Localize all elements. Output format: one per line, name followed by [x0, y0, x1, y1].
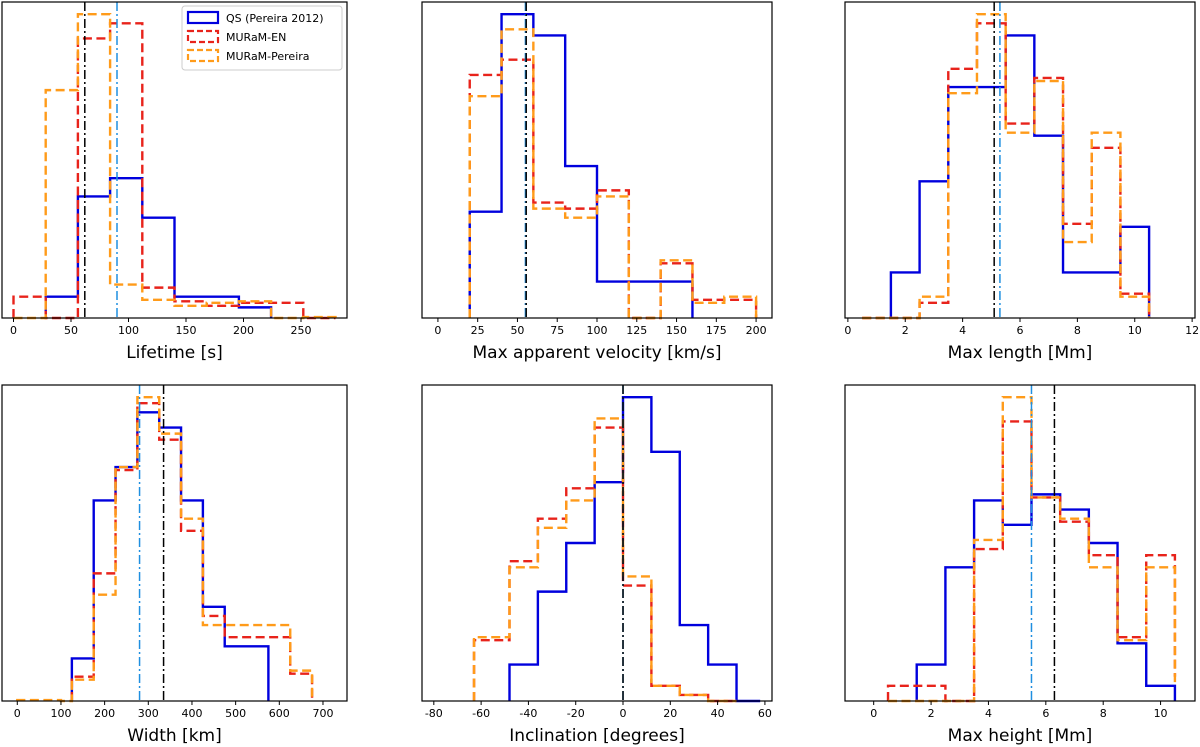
x-tick-label: 60 — [758, 707, 772, 720]
histogram-panel-3: 0 2 4 6 8 10 12 Max length [Mm] — [844, 1, 1199, 363]
legend: QS (Pereira 2012) MURaM-EN MURaM-Pereira — [181, 5, 343, 71]
x-tick-label: 40 — [711, 707, 725, 720]
legend-label-en: MURaM-EN — [226, 31, 286, 44]
x-tick-label: 100 — [50, 707, 71, 720]
legend-swatch-en — [186, 29, 220, 44]
legend-swatch-pereira — [186, 48, 220, 63]
legend-label-qs: QS (Pereira 2012) — [226, 12, 324, 25]
x-tick-label: 100 — [118, 324, 139, 337]
x-tick-label: 0 — [14, 707, 21, 720]
x-axis-label-panel-3: Max length [Mm] — [948, 343, 1093, 363]
x-tick-label: 4 — [959, 324, 966, 337]
series-qs-panel-2 — [468, 12, 694, 318]
x-tick-label: 4 — [985, 707, 992, 720]
series-qs-panel-6 — [915, 493, 1177, 701]
series-pereira-panel-3 — [862, 12, 1151, 320]
x-axis-label-panel-4: Width [km] — [127, 726, 221, 746]
series-qs-panel-5 — [508, 395, 761, 703]
x-tick-label: 8 — [1074, 324, 1081, 337]
x-axis-label-panel-1: Lifetime [s] — [126, 343, 223, 363]
x-tick-label: 20 — [663, 707, 677, 720]
x-tick-label: 125 — [626, 324, 647, 337]
x-tick-label: 75 — [550, 324, 564, 337]
legend-swatch-qs — [186, 10, 220, 25]
histogram-panel-1: 0 50 100 150 200 250 Lifetime [s] — [1, 1, 348, 363]
x-tick-label: 175 — [706, 324, 727, 337]
series-en-panel-5 — [472, 426, 737, 703]
axes-frame-panel-5 — [421, 384, 773, 702]
x-tick-label: 150 — [176, 324, 197, 337]
x-tick-label: 500 — [225, 707, 246, 720]
series-en-panel-1 — [12, 22, 336, 320]
x-tick-label: 700 — [312, 707, 333, 720]
series-en-panel-4 — [70, 402, 314, 701]
x-tick-label: 0 — [870, 707, 877, 720]
axes-frame-panel-4 — [1, 384, 348, 702]
x-tick-label: 2 — [902, 324, 909, 337]
series-pereira-panel-5 — [472, 417, 737, 703]
series-pereira-panel-2 — [468, 28, 758, 320]
x-tick-label: 8 — [1100, 707, 1107, 720]
histogram-panel-6: 0 2 4 6 8 10 Max height [Mm] — [844, 384, 1196, 746]
series-qs-panel-4 — [70, 411, 270, 701]
x-axis-label-panel-6: Max height [Mm] — [948, 726, 1093, 746]
x-tick-label: 10 — [1128, 324, 1142, 337]
x-tick-label: 200 — [746, 324, 767, 337]
x-tick-label: 0 — [434, 324, 441, 337]
series-qs-panel-1 — [44, 177, 273, 318]
x-tick-label: 200 — [94, 707, 115, 720]
x-tick-label: 400 — [181, 707, 202, 720]
x-axis-label-panel-5: Inclination [degrees] — [509, 726, 684, 746]
axes-frame-panel-3 — [844, 1, 1196, 319]
x-tick-label: -40 — [519, 707, 537, 720]
x-tick-label: 0 — [620, 707, 627, 720]
histogram-panel-4: 0 100 200 300 400 500 600 700 Width [km] — [1, 384, 348, 746]
legend-box — [181, 5, 343, 71]
histogram-panel-5: -80 -60 -40 -20 0 20 40 60 Inclination [degrees] — [421, 384, 773, 746]
x-tick-label: -80 — [425, 707, 443, 720]
histogram-panel-2: 0 25 50 75 100 125 150 175 200 Max apparent veloc… — [421, 1, 773, 363]
x-tick-label: 0 — [10, 324, 17, 337]
x-tick-label: 6 — [1017, 324, 1024, 337]
x-tick-label: 50 — [64, 324, 78, 337]
x-tick-label: -60 — [472, 707, 490, 720]
x-tick-label: 10 — [1154, 707, 1168, 720]
x-tick-label: 200 — [233, 324, 254, 337]
x-tick-label: 25 — [471, 324, 485, 337]
x-tick-label: 600 — [269, 707, 290, 720]
x-tick-label: 12 — [1185, 324, 1199, 337]
x-tick-label: 100 — [587, 324, 608, 337]
series-en-panel-2 — [468, 58, 758, 320]
x-tick-label: 2 — [928, 707, 935, 720]
x-tick-label: 0 — [844, 324, 851, 337]
x-tick-label: 50 — [510, 324, 524, 337]
axes-frame-panel-6 — [844, 384, 1196, 702]
x-tick-label: 250 — [291, 324, 312, 337]
series-qs-panel-3 — [889, 34, 1151, 318]
legend-label-pereira: MURaM-Pereira — [226, 50, 310, 63]
x-tick-label: -20 — [567, 707, 585, 720]
x-tick-label: 300 — [138, 707, 159, 720]
x-tick-label: 6 — [1042, 707, 1049, 720]
x-axis-label-panel-2: Max apparent velocity [km/s] — [473, 343, 722, 363]
axes-frame-panel-1 — [1, 1, 348, 319]
x-tick-label: 150 — [666, 324, 687, 337]
